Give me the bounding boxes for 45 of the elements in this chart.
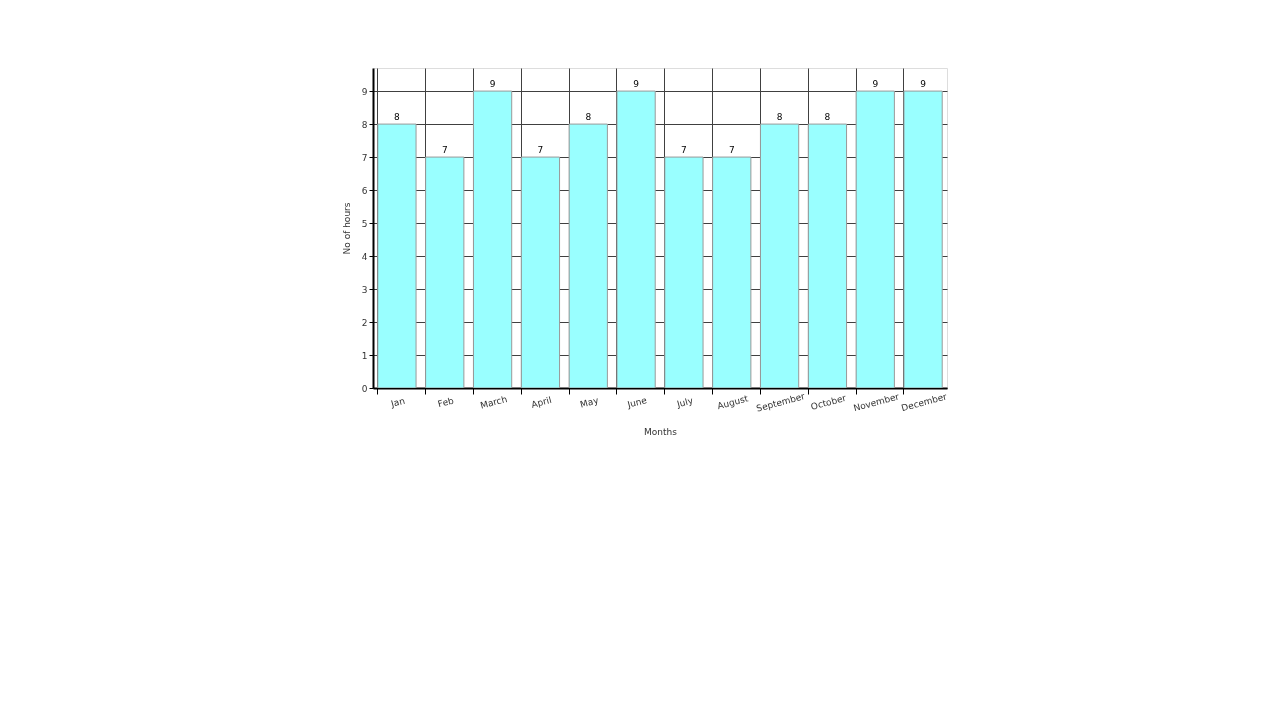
data-label: 7 bbox=[441, 145, 448, 156]
y-tick-label: 7 bbox=[361, 152, 368, 163]
bar bbox=[568, 123, 608, 388]
bar bbox=[377, 123, 417, 388]
data-label: 7 bbox=[728, 145, 735, 156]
y-tick-label: 1 bbox=[361, 350, 368, 361]
bar bbox=[855, 90, 895, 388]
y-tick-label: 9 bbox=[361, 86, 368, 97]
data-label: 9 bbox=[920, 79, 927, 90]
x-tick-label: March bbox=[479, 393, 509, 411]
y-tick-label: 8 bbox=[361, 119, 368, 130]
bar bbox=[664, 156, 704, 388]
data-label: 8 bbox=[824, 112, 831, 123]
data-label: 9 bbox=[489, 79, 496, 90]
bar bbox=[903, 90, 943, 388]
y-tick-label: 3 bbox=[361, 284, 368, 295]
bar bbox=[472, 90, 513, 388]
bar bbox=[616, 90, 656, 388]
x-tick-label: July bbox=[674, 395, 695, 410]
data-label: 7 bbox=[537, 145, 544, 156]
y-tick-label: 6 bbox=[361, 185, 368, 196]
data-label: 8 bbox=[776, 112, 783, 123]
x-axis-title: Months bbox=[644, 426, 678, 437]
y-tick-label: 2 bbox=[361, 317, 368, 328]
y-tick-label: 0 bbox=[361, 383, 368, 394]
x-tick-label: Jan bbox=[388, 395, 406, 410]
x-tick-label: June bbox=[625, 394, 649, 410]
data-label: 7 bbox=[681, 145, 687, 156]
bar bbox=[520, 156, 561, 388]
y-tick-label: 4 bbox=[361, 251, 368, 262]
x-tick-label: August bbox=[716, 393, 750, 412]
data-label: 8 bbox=[394, 112, 401, 123]
data-label: 9 bbox=[633, 79, 640, 90]
y-tick-label: 5 bbox=[361, 218, 368, 229]
x-tick-label: October bbox=[809, 392, 848, 412]
bar bbox=[807, 123, 848, 388]
bar bbox=[712, 156, 752, 388]
bar bbox=[759, 123, 800, 388]
x-tick-label: May bbox=[579, 394, 601, 410]
x-tick-label: April bbox=[530, 394, 553, 410]
data-label: 9 bbox=[872, 79, 879, 90]
y-axis-title: No of hours bbox=[341, 202, 352, 255]
data-label: 8 bbox=[585, 112, 592, 123]
x-tick-label: Feb bbox=[436, 395, 456, 410]
bar bbox=[425, 156, 465, 388]
